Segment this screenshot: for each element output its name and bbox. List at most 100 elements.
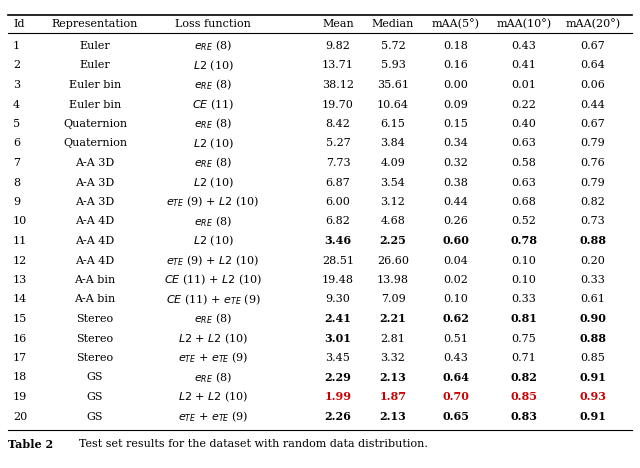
Text: mAA(20°): mAA(20°): [565, 19, 621, 29]
Text: 0.41: 0.41: [511, 60, 536, 71]
Text: 16: 16: [13, 334, 28, 344]
Text: 6.00: 6.00: [326, 197, 351, 207]
Text: Stereo: Stereo: [76, 353, 113, 363]
Text: 13: 13: [13, 275, 28, 285]
Text: Mean: Mean: [322, 19, 354, 29]
Text: 0.85: 0.85: [511, 392, 538, 402]
Text: 0.73: 0.73: [580, 217, 605, 227]
Text: 3: 3: [13, 80, 20, 90]
Text: $e_{RE}$ (8): $e_{RE}$ (8): [194, 78, 232, 92]
Text: 0.15: 0.15: [444, 119, 468, 129]
Text: 3.54: 3.54: [381, 177, 405, 188]
Text: 19.48: 19.48: [322, 275, 354, 285]
Text: 0.64: 0.64: [442, 372, 470, 383]
Text: 38.12: 38.12: [322, 80, 354, 90]
Text: 0.88: 0.88: [579, 235, 607, 247]
Text: 0.82: 0.82: [580, 197, 605, 207]
Text: $e_{TE}$ (9) + $L2$ (10): $e_{TE}$ (9) + $L2$ (10): [166, 195, 260, 209]
Text: 12: 12: [13, 256, 28, 265]
Text: 0.75: 0.75: [511, 334, 536, 344]
Text: 6: 6: [13, 139, 20, 148]
Text: 0.22: 0.22: [511, 100, 536, 110]
Text: Quaternion: Quaternion: [63, 139, 127, 148]
Text: 0.40: 0.40: [511, 119, 536, 129]
Text: 0.62: 0.62: [443, 314, 469, 324]
Text: $L2$ + $L2$ (10): $L2$ + $L2$ (10): [178, 390, 248, 404]
Text: 0.64: 0.64: [580, 60, 605, 71]
Text: 2.13: 2.13: [380, 411, 406, 422]
Text: Table 2: Table 2: [8, 439, 53, 450]
Text: 11: 11: [13, 236, 28, 246]
Text: 4: 4: [13, 100, 20, 110]
Text: $e_{TE}$ (9) + $L2$ (10): $e_{TE}$ (9) + $L2$ (10): [166, 253, 260, 268]
Text: 35.61: 35.61: [377, 80, 409, 90]
Text: 6.15: 6.15: [381, 119, 405, 129]
Text: $L2$ (10): $L2$ (10): [193, 58, 234, 73]
Text: 0.44: 0.44: [580, 100, 605, 110]
Text: $e_{RE}$ (8): $e_{RE}$ (8): [194, 117, 232, 132]
Text: 0.32: 0.32: [444, 158, 468, 168]
Text: 8: 8: [13, 177, 20, 188]
Text: 3.32: 3.32: [381, 353, 405, 363]
Text: 0.81: 0.81: [511, 314, 538, 324]
Text: 5.72: 5.72: [381, 41, 405, 51]
Text: 0.79: 0.79: [580, 177, 605, 188]
Text: 0.43: 0.43: [511, 41, 536, 51]
Text: 14: 14: [13, 294, 28, 305]
Text: 4.68: 4.68: [381, 217, 405, 227]
Text: $e_{TE}$ + $e_{TE}$ (9): $e_{TE}$ + $e_{TE}$ (9): [178, 409, 248, 424]
Text: 2.29: 2.29: [324, 372, 351, 383]
Text: 0.43: 0.43: [444, 353, 468, 363]
Text: 3.84: 3.84: [381, 139, 405, 148]
Text: 15: 15: [13, 314, 28, 324]
Text: 0.33: 0.33: [580, 275, 605, 285]
Text: $L2$ (10): $L2$ (10): [193, 136, 234, 151]
Text: 9.82: 9.82: [326, 41, 351, 51]
Text: Euler bin: Euler bin: [69, 80, 121, 90]
Text: 0.10: 0.10: [444, 294, 468, 305]
Text: Euler: Euler: [79, 41, 110, 51]
Text: 5: 5: [13, 119, 20, 129]
Text: 0.70: 0.70: [443, 392, 469, 402]
Text: 9: 9: [13, 197, 20, 207]
Text: Euler bin: Euler bin: [69, 100, 121, 110]
Text: 0.34: 0.34: [444, 139, 468, 148]
Text: $L2$ (10): $L2$ (10): [193, 234, 234, 248]
Text: Median: Median: [372, 19, 414, 29]
Text: Test set results for the dataset with random data distribution.: Test set results for the dataset with ra…: [72, 439, 428, 449]
Text: 0.04: 0.04: [444, 256, 468, 265]
Text: 5.93: 5.93: [381, 60, 405, 71]
Text: 0.82: 0.82: [511, 372, 538, 383]
Text: 0.88: 0.88: [579, 333, 607, 344]
Text: Id: Id: [13, 19, 24, 29]
Text: 0.61: 0.61: [580, 294, 605, 305]
Text: Representation: Representation: [52, 19, 138, 29]
Text: A-A 3D: A-A 3D: [76, 177, 115, 188]
Text: 0.20: 0.20: [580, 256, 605, 265]
Text: 8.42: 8.42: [326, 119, 351, 129]
Text: 2: 2: [13, 60, 20, 71]
Text: Quaternion: Quaternion: [63, 119, 127, 129]
Text: mAA(10°): mAA(10°): [497, 19, 552, 29]
Text: 0.18: 0.18: [444, 41, 468, 51]
Text: Euler: Euler: [79, 60, 110, 71]
Text: 0.91: 0.91: [580, 411, 607, 422]
Text: 26.60: 26.60: [377, 256, 409, 265]
Text: 7: 7: [13, 158, 20, 168]
Text: $e_{RE}$ (8): $e_{RE}$ (8): [194, 39, 232, 53]
Text: 19: 19: [13, 392, 28, 402]
Text: 18: 18: [13, 373, 28, 382]
Text: 0.06: 0.06: [580, 80, 605, 90]
Text: $e_{TE}$ + $e_{TE}$ (9): $e_{TE}$ + $e_{TE}$ (9): [178, 351, 248, 366]
Text: 13.98: 13.98: [377, 275, 409, 285]
Text: Loss function: Loss function: [175, 19, 251, 29]
Text: 0.52: 0.52: [511, 217, 536, 227]
Text: 1.99: 1.99: [324, 392, 351, 402]
Text: 10.64: 10.64: [377, 100, 409, 110]
Text: 19.70: 19.70: [322, 100, 354, 110]
Text: $CE$ (11): $CE$ (11): [192, 97, 234, 112]
Text: 0.67: 0.67: [580, 41, 605, 51]
Text: $e_{RE}$ (8): $e_{RE}$ (8): [194, 312, 232, 326]
Text: 0.51: 0.51: [444, 334, 468, 344]
Text: $e_{RE}$ (8): $e_{RE}$ (8): [194, 214, 232, 229]
